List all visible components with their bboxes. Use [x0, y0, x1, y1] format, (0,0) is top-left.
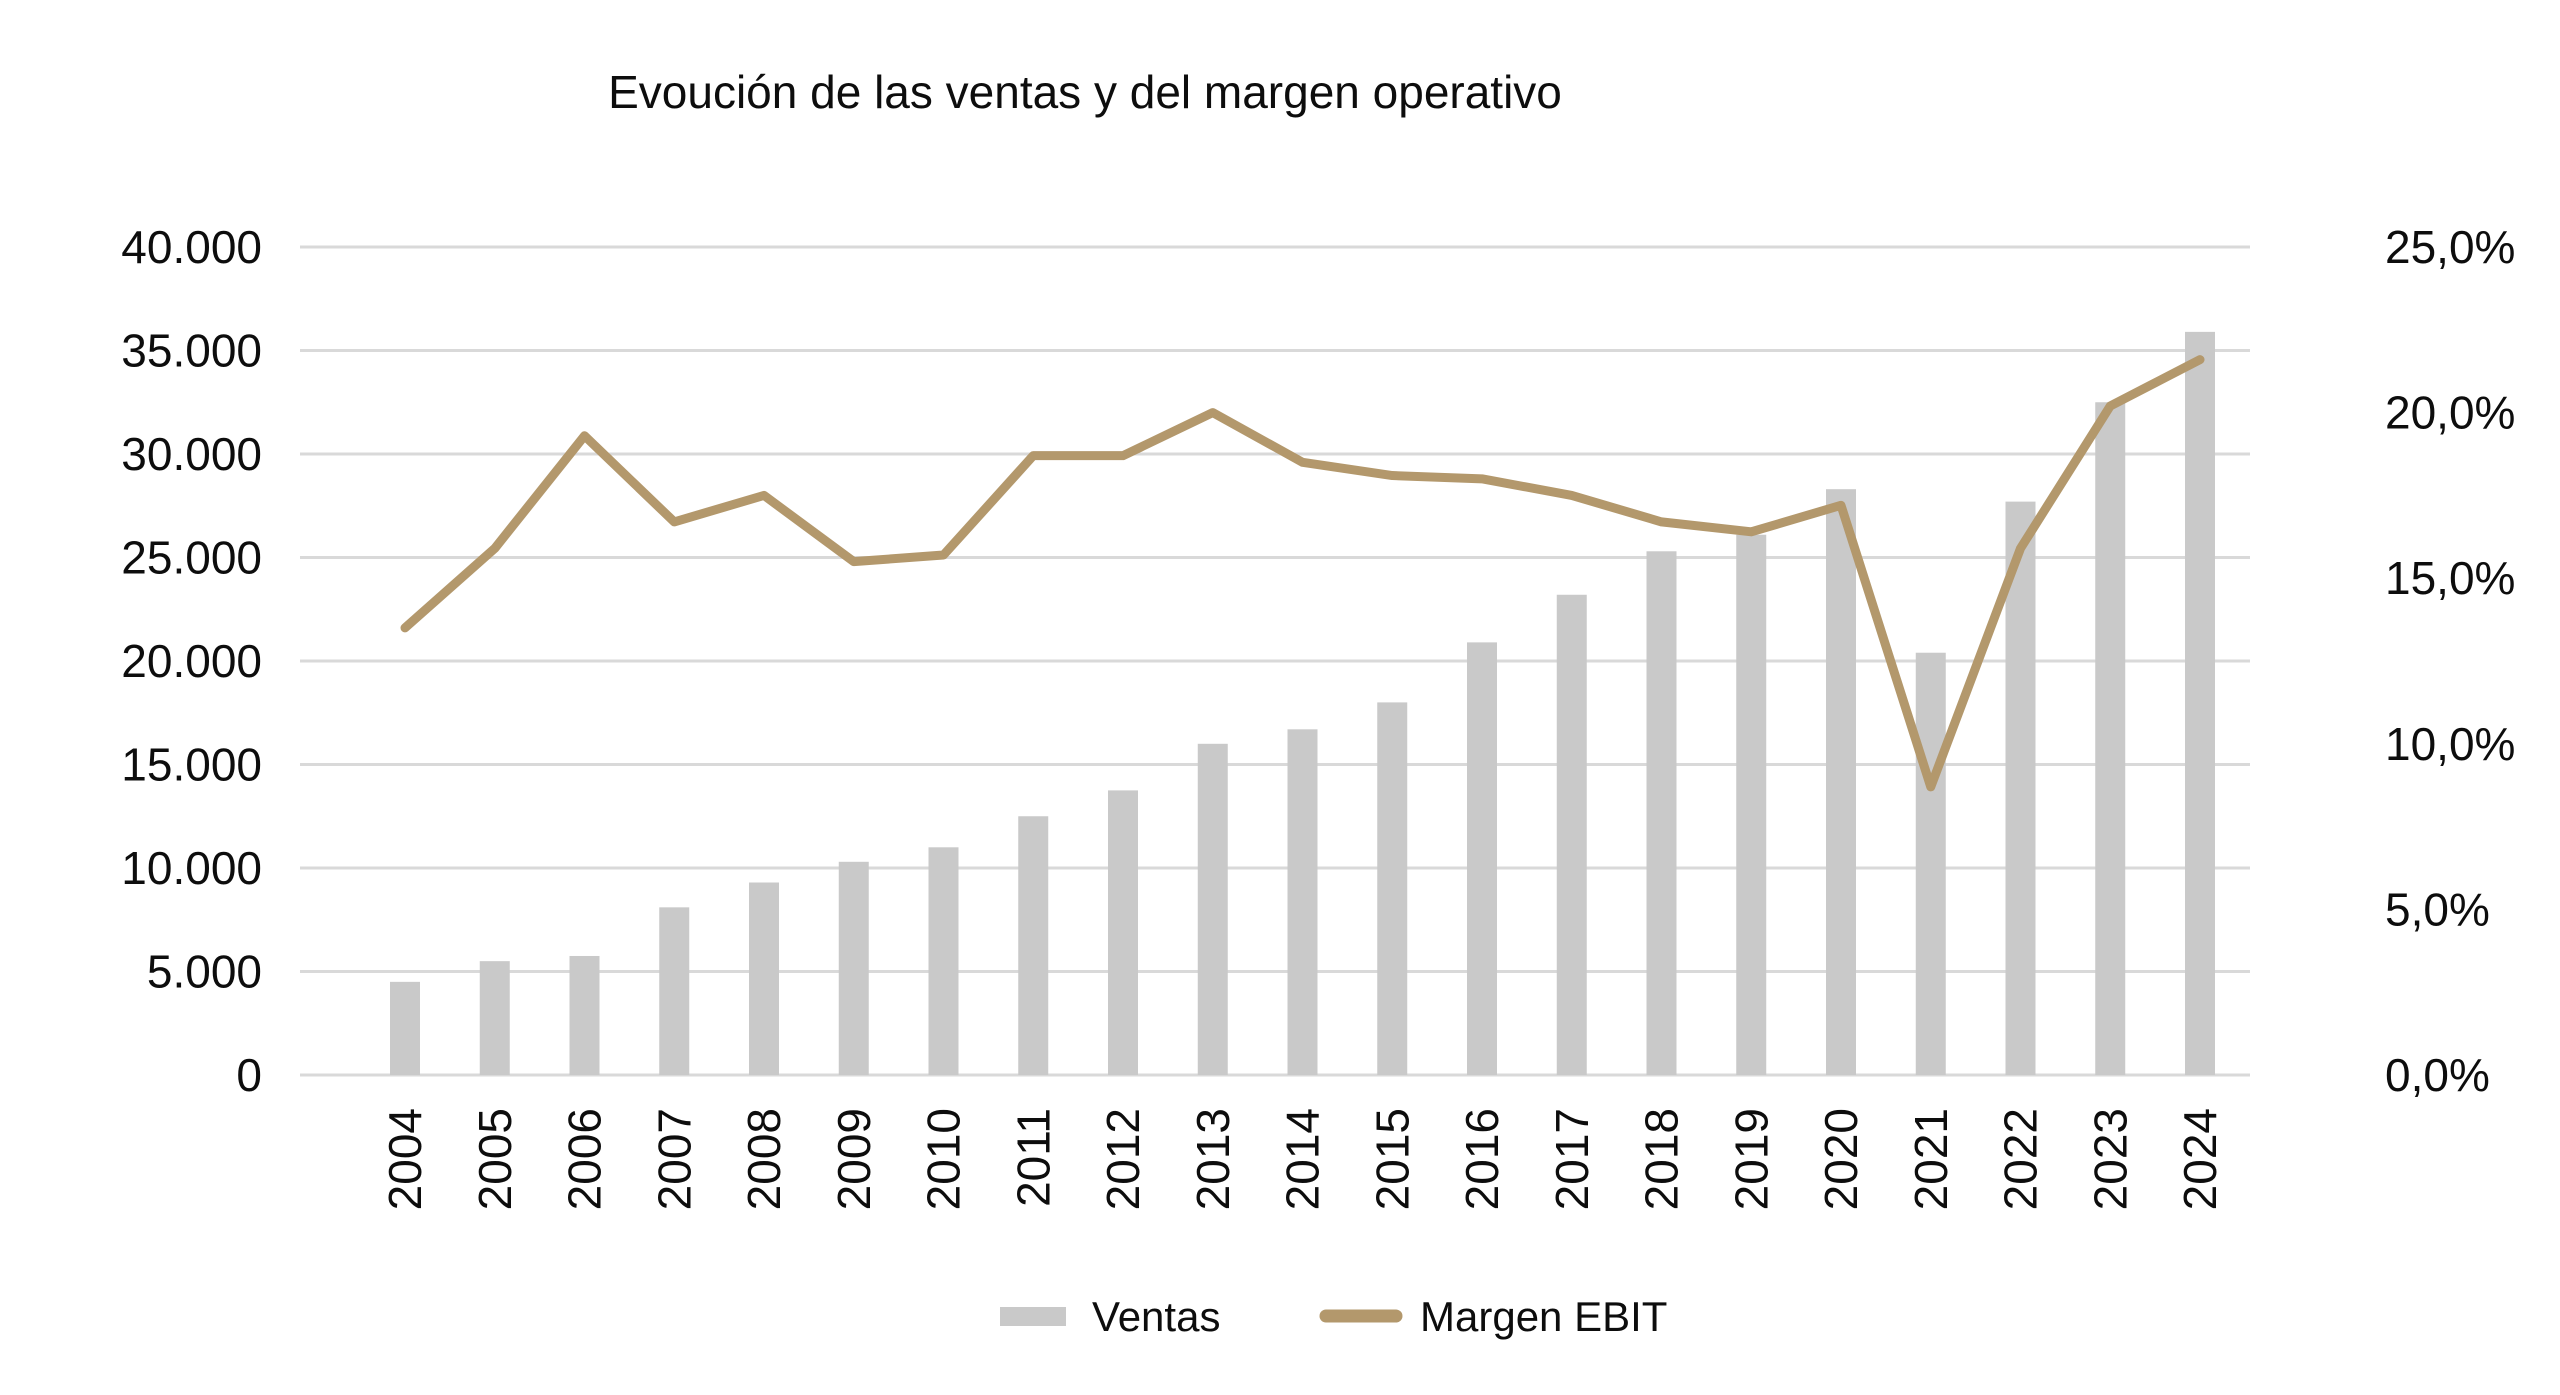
year-label-2010: 2010	[918, 1108, 970, 1210]
year-label-2020: 2020	[1815, 1108, 1867, 1210]
right-axis-tick-labels: 0,0% 5,0% 10,0% 15,0% 20,0% 25,0%	[2385, 221, 2515, 1101]
bar-2006	[569, 955, 600, 1075]
year-label-2024: 2024	[2174, 1108, 2226, 1210]
left-tick-40.000: 40.000	[121, 221, 262, 273]
year-label-2015: 2015	[1366, 1108, 1418, 1210]
bar-2005	[479, 961, 510, 1075]
left-tick-5.000: 5.000	[147, 946, 262, 998]
margen-ebit-line	[400, 355, 2205, 792]
left-tick-30.000: 30.000	[121, 428, 262, 480]
bar-2016	[1467, 642, 1497, 1075]
left-tick-35.000: 35.000	[121, 325, 262, 377]
right-tick-0,0%: 0,0%	[2385, 1049, 2490, 1101]
year-label-2007: 2007	[648, 1108, 700, 1210]
bar-2022	[2005, 501, 2036, 1075]
left-tick-20.000: 20.000	[121, 635, 262, 687]
bar-2019	[1736, 534, 1767, 1075]
year-label-2022: 2022	[1995, 1108, 2047, 1210]
legend: Ventas Margen EBIT	[1000, 1293, 1667, 1340]
bar-2018	[1646, 551, 1677, 1075]
bar-2020	[1826, 489, 1856, 1075]
right-tick-20,0%: 20,0%	[2385, 387, 2515, 439]
legend-ventas-label: Ventas	[1092, 1293, 1220, 1340]
chart-title: Evoución de las ventas y del margen oper…	[608, 66, 1562, 118]
left-tick-15.000: 15.000	[121, 739, 262, 791]
ventas-bars	[390, 331, 2215, 1075]
year-label-2016: 2016	[1456, 1108, 1508, 1210]
bar-2004	[390, 981, 420, 1075]
bar-2015	[1377, 702, 1408, 1075]
year-label-2008: 2008	[738, 1108, 790, 1210]
year-label-2023: 2023	[2084, 1108, 2136, 1210]
left-tick-25.000: 25.000	[121, 532, 262, 584]
legend-ventas-swatch	[1000, 1307, 1066, 1326]
year-label-2005: 2005	[469, 1108, 521, 1210]
right-tick-15,0%: 15,0%	[2385, 552, 2515, 604]
x-axis-year-labels: 2004 2005 2006 2007 2008 2009 2010 2011 2012 2013…	[379, 1108, 2226, 1210]
left-tick-0: 0	[236, 1049, 262, 1101]
year-label-2014: 2014	[1277, 1108, 1329, 1210]
bar-2013	[1197, 743, 1228, 1075]
bar-2023	[2095, 402, 2126, 1075]
bar-2017	[1556, 594, 1587, 1075]
year-label-2006: 2006	[559, 1108, 611, 1210]
margen-ebit-polyline	[400, 355, 2205, 792]
bar-2009	[838, 861, 869, 1075]
right-tick-25,0%: 25,0%	[2385, 221, 2515, 273]
year-label-2012: 2012	[1097, 1108, 1149, 1210]
right-tick-5,0%: 5,0%	[2385, 883, 2490, 935]
year-label-2021: 2021	[1905, 1108, 1957, 1210]
bar-2021	[1915, 652, 1946, 1075]
year-label-2019: 2019	[1725, 1108, 1777, 1210]
gridlines	[300, 245, 2250, 1077]
bar-2014	[1287, 729, 1318, 1075]
bar-2007	[659, 907, 690, 1075]
bar-2012	[1108, 790, 1138, 1075]
year-label-2009: 2009	[828, 1108, 880, 1210]
bar-2010	[928, 847, 959, 1075]
bar-2011	[1018, 816, 1049, 1075]
left-tick-10.000: 10.000	[121, 842, 262, 894]
year-label-2013: 2013	[1187, 1108, 1239, 1210]
bar-2024	[2185, 331, 2215, 1075]
year-label-2018: 2018	[1636, 1108, 1688, 1210]
legend-margen-ebit-label: Margen EBIT	[1420, 1293, 1667, 1340]
right-tick-10,0%: 10,0%	[2385, 718, 2515, 770]
year-label-2017: 2017	[1546, 1108, 1598, 1210]
year-label-2004: 2004	[379, 1108, 431, 1210]
year-label-2011: 2011	[1007, 1108, 1059, 1207]
bar-2008	[749, 882, 779, 1075]
left-axis-tick-labels: 0 5.000 10.000 15.000 20.000 25.000 30.000 35.0…	[121, 221, 262, 1101]
